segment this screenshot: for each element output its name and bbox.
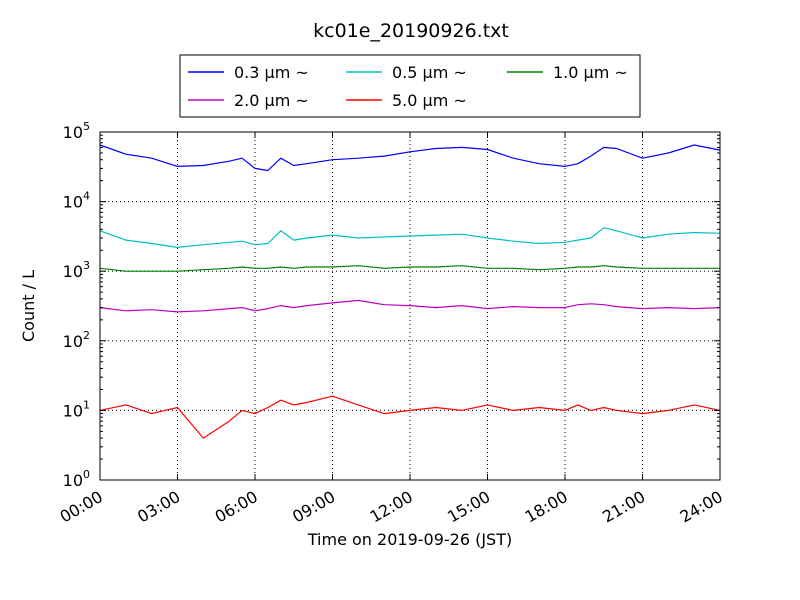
legend-label-4: 5.0 μm ~ — [392, 91, 467, 110]
series-line-3 — [99, 299, 721, 313]
y-tick-label-exponent: 5 — [83, 120, 90, 133]
y-tick-label-base: 10 — [63, 193, 83, 212]
y-tick-label-base: 10 — [63, 332, 83, 351]
y-tick-label: 103 — [63, 259, 90, 281]
y-tick-label: 100 — [63, 468, 90, 490]
x-axis-label: Time on 2019-09-26 (JST) — [307, 530, 512, 549]
y-tick-label-exponent: 3 — [83, 259, 90, 272]
y-tick-label-exponent: 4 — [83, 190, 90, 203]
y-tick-label-base: 10 — [63, 471, 83, 490]
y-tick-label-exponent: 1 — [83, 398, 90, 411]
chart-title: kc01e_20190926.txt — [313, 20, 509, 42]
legend-label-3: 2.0 μm ~ — [234, 91, 309, 110]
legend-box — [179, 54, 641, 118]
y-tick-label-base: 10 — [63, 123, 83, 142]
y-tick-label-base: 10 — [63, 401, 83, 420]
y-tick-label: 105 — [63, 120, 90, 142]
legend: 0.3 μm ~ 0.5 μm ~ 1.0 μm ~ 2.0 μm ~ 5.0 μm ~ — [179, 54, 641, 118]
legend-label-2: 1.0 μm ~ — [553, 63, 628, 82]
y-axis-label: Count / L — [19, 270, 38, 342]
y-tick-label-exponent: 0 — [83, 468, 90, 481]
series-line-0 — [99, 144, 721, 172]
y-tick-label: 102 — [63, 329, 90, 351]
series-lines — [99, 144, 721, 439]
series-line-1 — [99, 227, 721, 248]
series-line-2 — [99, 265, 720, 272]
y-tick-label-exponent: 2 — [83, 329, 90, 342]
y-tick-label: 101 — [63, 398, 90, 420]
series-line-4 — [99, 395, 721, 439]
y-tick-label-base: 10 — [63, 262, 83, 281]
legend-label-0: 0.3 μm ~ — [234, 63, 309, 82]
legend-label-1: 0.5 μm ~ — [392, 63, 467, 82]
axis-ticks — [99, 131, 721, 481]
y-tick-label: 104 — [63, 190, 90, 212]
